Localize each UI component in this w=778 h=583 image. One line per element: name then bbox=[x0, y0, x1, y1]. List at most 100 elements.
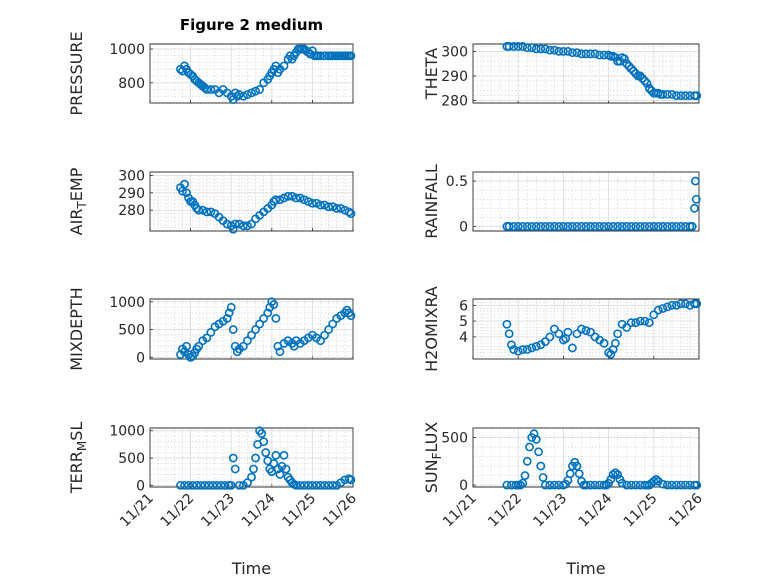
data-point bbox=[182, 188, 191, 198]
data-point bbox=[312, 480, 321, 490]
data-point bbox=[586, 222, 595, 231]
data-point bbox=[676, 299, 686, 309]
axes-frame bbox=[149, 427, 354, 488]
data-point bbox=[504, 222, 514, 231]
data-point bbox=[202, 85, 212, 94]
plot-area bbox=[472, 298, 700, 360]
data-point bbox=[251, 325, 260, 334]
data-point bbox=[554, 329, 564, 339]
y-tick-label: 290 bbox=[118, 186, 145, 202]
data-point bbox=[662, 222, 672, 231]
data-point bbox=[581, 480, 591, 490]
data-point bbox=[622, 323, 632, 332]
data-point bbox=[631, 480, 641, 490]
data-point bbox=[303, 197, 313, 206]
data-point bbox=[595, 222, 604, 231]
data-point bbox=[346, 209, 356, 219]
data-point bbox=[522, 345, 532, 354]
data-point bbox=[606, 474, 616, 484]
data-point bbox=[581, 49, 591, 59]
data-point bbox=[613, 222, 623, 231]
axes-frame bbox=[472, 43, 700, 104]
data-point bbox=[613, 470, 623, 480]
data-point bbox=[534, 447, 543, 457]
y-axis-label-2: AIRTEMP bbox=[67, 167, 89, 235]
data-point bbox=[188, 480, 198, 490]
data-point bbox=[295, 193, 305, 203]
y-tick-label: 5 bbox=[459, 314, 468, 330]
data-point bbox=[275, 470, 285, 479]
data-point bbox=[613, 329, 623, 339]
data-point bbox=[631, 318, 641, 328]
data-point bbox=[307, 480, 317, 490]
data-point bbox=[522, 222, 532, 231]
data-point bbox=[672, 480, 681, 490]
data-point bbox=[531, 341, 541, 351]
data-point bbox=[232, 91, 242, 101]
data-point bbox=[577, 222, 586, 231]
y-axis-label-0: PRESSURE bbox=[67, 31, 86, 115]
y-tick-label: 280 bbox=[118, 203, 145, 219]
data-point bbox=[651, 474, 661, 484]
plot-area bbox=[472, 43, 700, 104]
data-point bbox=[320, 200, 329, 210]
y-axis-label-1: THETA bbox=[422, 48, 441, 100]
data-point bbox=[554, 46, 564, 56]
y-tick-label: 290 bbox=[441, 69, 468, 85]
data-point bbox=[247, 88, 256, 98]
data-point bbox=[299, 480, 309, 490]
data-point bbox=[222, 314, 232, 323]
data-point bbox=[586, 49, 595, 59]
data-point bbox=[559, 222, 568, 231]
y-tick-label: 1000 bbox=[109, 295, 145, 311]
subplot-4: 0 0.5 RAINFALL bbox=[422, 164, 701, 239]
plot-area bbox=[472, 171, 700, 232]
data-point bbox=[658, 89, 668, 99]
x-tick-label: 11/25 bbox=[621, 491, 661, 531]
data-point bbox=[249, 464, 258, 474]
data-point bbox=[316, 480, 325, 490]
subplot-1: 800 1000 PRESSURE Figure 2 medium bbox=[67, 16, 356, 116]
data-point bbox=[513, 42, 523, 51]
data-point bbox=[642, 78, 652, 88]
data-point bbox=[312, 198, 321, 208]
data-point bbox=[509, 345, 519, 354]
data-point bbox=[667, 300, 677, 310]
data-point bbox=[279, 61, 289, 71]
data-point bbox=[509, 222, 519, 231]
data-point bbox=[545, 332, 555, 342]
data-point bbox=[279, 450, 289, 460]
data-point bbox=[194, 205, 204, 215]
plot-area bbox=[472, 427, 700, 488]
data-point bbox=[622, 480, 632, 490]
data-point bbox=[610, 468, 620, 478]
data-point bbox=[549, 45, 559, 55]
data-point bbox=[662, 89, 672, 99]
data-point bbox=[626, 318, 636, 328]
data-point bbox=[568, 48, 577, 58]
data-point bbox=[577, 324, 586, 334]
data-point bbox=[192, 480, 202, 490]
data-point bbox=[259, 314, 269, 323]
data-point bbox=[653, 222, 663, 231]
data-point bbox=[549, 222, 559, 231]
chart-title: Figure 2 medium bbox=[180, 16, 323, 34]
x-axis-label: Time bbox=[565, 559, 605, 578]
data-point bbox=[238, 91, 248, 101]
data-point bbox=[644, 83, 654, 93]
data-point bbox=[672, 300, 681, 310]
data-point bbox=[226, 480, 236, 490]
data-point bbox=[513, 222, 523, 231]
x-tick-label: 11/23 bbox=[530, 491, 570, 531]
data-point bbox=[531, 222, 541, 231]
data-point bbox=[324, 480, 334, 490]
data-point bbox=[238, 341, 248, 351]
data-point bbox=[563, 222, 573, 231]
data-point bbox=[681, 91, 690, 101]
data-point bbox=[340, 475, 350, 485]
data-point bbox=[224, 308, 234, 318]
data-point bbox=[565, 469, 575, 479]
data-point bbox=[527, 222, 537, 231]
